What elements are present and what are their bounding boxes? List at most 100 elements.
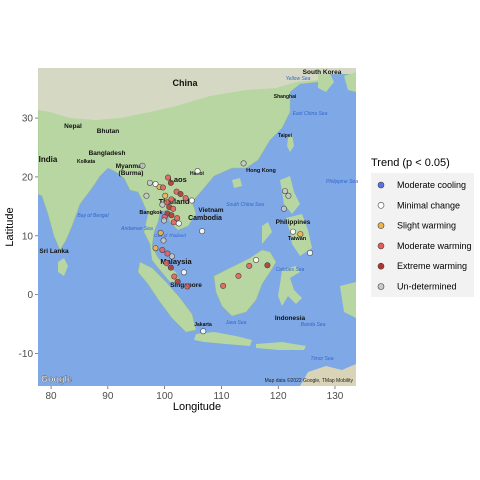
x-axis-title: Longitude xyxy=(173,401,221,413)
sulawesi xyxy=(278,266,302,306)
map-label: Indonesia xyxy=(275,315,306,322)
trend-point xyxy=(159,246,166,253)
trend-point xyxy=(174,215,181,222)
legend-key xyxy=(377,242,385,250)
trend-point xyxy=(170,219,177,226)
map-label: Bhutan xyxy=(97,128,119,135)
trend-point xyxy=(146,179,153,186)
map-label: Kolkata xyxy=(77,159,95,165)
map-label: South Korea xyxy=(303,69,342,76)
map-label: Shanghai xyxy=(274,94,297,100)
terrain-highlands xyxy=(38,68,356,120)
trend-point xyxy=(169,253,176,260)
map-label: Bay of Bengal xyxy=(77,213,109,219)
borneo xyxy=(213,249,277,317)
land-masses xyxy=(38,68,356,386)
trend-point xyxy=(194,168,201,175)
trend-point xyxy=(280,205,287,212)
trend-point xyxy=(152,245,159,252)
y-tick-label: 10 xyxy=(22,231,34,242)
taiwan xyxy=(287,134,294,152)
x-tick-label: 90 xyxy=(102,391,114,402)
mainland-asia xyxy=(38,68,356,283)
trend-point xyxy=(164,250,171,257)
trend-point xyxy=(171,273,178,280)
map-label: Andaman Sea xyxy=(120,226,153,232)
sumatra xyxy=(137,261,197,333)
lesser-sunda xyxy=(256,342,306,350)
legend-title: Trend (p < 0.05) xyxy=(371,157,450,169)
sri-lanka xyxy=(58,258,68,276)
x-tick-label: 130 xyxy=(327,391,344,402)
legend-box xyxy=(371,173,474,297)
map-label: Yellow Sea xyxy=(286,76,311,82)
map-label: Thailand xyxy=(159,197,190,206)
trend-point xyxy=(175,220,182,227)
x-tick-label: 110 xyxy=(213,391,229,402)
legend-label: Extreme warming xyxy=(397,261,467,271)
trend-point xyxy=(240,160,247,167)
map-panel: China South Korea Nepal Bhutan Bangladesh Ind… xyxy=(38,68,358,386)
new-guinea xyxy=(340,282,356,318)
map-label: Nepal xyxy=(64,123,82,130)
trend-point xyxy=(253,256,260,263)
y-tick-label: 30 xyxy=(22,114,34,125)
trend-point xyxy=(167,179,174,186)
y-tick-label: -10 xyxy=(19,349,34,360)
map-label: Malaysia xyxy=(160,257,192,266)
trend-point xyxy=(163,259,170,266)
trend-point xyxy=(168,196,175,203)
x-tick-label: 100 xyxy=(156,391,173,402)
legend-key xyxy=(377,283,385,290)
trend-point xyxy=(188,197,195,204)
map-label: (Burma) xyxy=(119,170,144,177)
trend-point xyxy=(282,188,289,195)
trend-point xyxy=(174,278,181,285)
trend-point xyxy=(297,231,304,238)
trend-point xyxy=(200,328,207,335)
y-tick-label: 20 xyxy=(22,172,34,183)
legend-label: Slight warming xyxy=(397,221,456,231)
legend-label: Moderate warming xyxy=(397,241,472,251)
map-label: South China Sea xyxy=(226,202,264,208)
trend-point xyxy=(177,191,184,198)
map-label: Myanmar xyxy=(116,163,145,170)
java xyxy=(194,332,252,346)
map-label: China xyxy=(172,78,198,88)
y-axis-title: Latitude xyxy=(4,207,16,246)
legend: Trend (p < 0.05) Moderate cooling Minimal… xyxy=(371,157,474,297)
legend-label: Un-determined xyxy=(397,282,457,292)
trend-point xyxy=(161,217,168,224)
map-label: Philippine Sea xyxy=(326,179,358,185)
palawan xyxy=(262,222,272,244)
trend-point xyxy=(157,229,164,236)
trend-point xyxy=(289,228,296,235)
trend-points xyxy=(139,160,314,335)
map-label: Timor Sea xyxy=(310,356,333,362)
map-label: Gulf of Thailand xyxy=(154,233,186,238)
map-label: Laos xyxy=(169,175,187,184)
trend-point xyxy=(264,262,271,269)
map-attribution: Map data ©2022 Google, TMap Mobility xyxy=(265,377,354,384)
trend-point xyxy=(165,174,172,181)
trend-point xyxy=(307,249,314,256)
australia xyxy=(300,364,356,386)
trend-point xyxy=(159,201,166,208)
trend-point xyxy=(152,181,159,188)
hainan xyxy=(232,178,242,188)
trend-point xyxy=(167,264,174,271)
map-label: Taiwan xyxy=(288,236,307,242)
legend-key xyxy=(377,202,385,209)
trend-point xyxy=(139,162,146,169)
trend-point xyxy=(246,262,253,269)
trend-point xyxy=(160,237,167,244)
trend-point xyxy=(143,192,150,199)
map-label: East China Sea xyxy=(293,111,328,117)
trend-point xyxy=(180,269,187,276)
map-label: Taipei xyxy=(278,133,293,139)
legend-key xyxy=(377,262,385,270)
map-label: Bangkok xyxy=(139,210,163,216)
trend-point xyxy=(159,184,166,191)
x-axis-ticks: 80 90 100 110 120 130 xyxy=(45,386,344,402)
legend-key xyxy=(377,222,385,229)
